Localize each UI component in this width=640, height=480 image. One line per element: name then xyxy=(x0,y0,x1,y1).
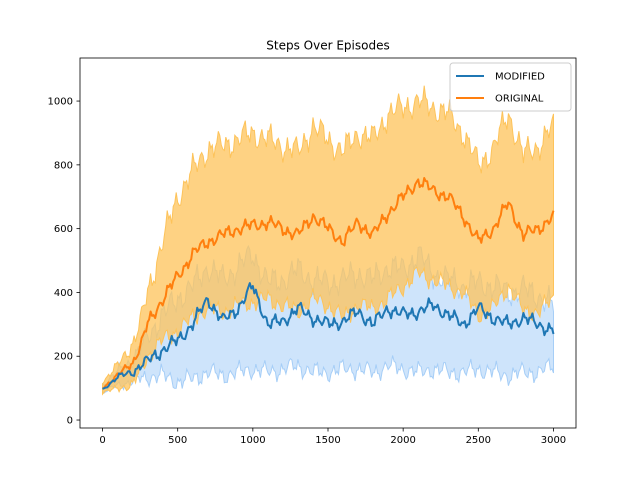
plot-area xyxy=(102,85,555,396)
y-tick-label: 0 xyxy=(67,416,73,427)
x-tick-label: 2000 xyxy=(390,435,415,446)
x-tick-label: 0 xyxy=(99,435,105,446)
x-tick-label: 3000 xyxy=(541,435,566,446)
chart-title: Steps Over Episodes xyxy=(266,39,389,53)
series-line-original xyxy=(102,177,555,390)
plot-data xyxy=(102,85,555,396)
axes: 0 500 1000 1500 2000 2500 3000 0 200 400 600 800 100… xyxy=(48,57,577,446)
x-tick-label: 1000 xyxy=(240,435,265,446)
x-tick-label: 2500 xyxy=(466,435,491,446)
y-tick-label: 1000 xyxy=(48,97,73,108)
y-tick-label: 200 xyxy=(54,352,73,363)
series-band-original xyxy=(102,85,554,396)
legend-label-original: ORIGINAL xyxy=(495,94,544,105)
y-tick-label: 400 xyxy=(54,288,73,299)
x-tick-label: 500 xyxy=(168,435,187,446)
legend: MODIFIED ORIGINAL xyxy=(449,62,572,112)
x-tick-label: 1500 xyxy=(315,435,340,446)
legend-label-modified: MODIFIED xyxy=(495,72,545,83)
series-line-modified xyxy=(102,282,555,390)
y-tick-label: 800 xyxy=(54,160,73,171)
y-tick-label: 600 xyxy=(54,224,73,235)
